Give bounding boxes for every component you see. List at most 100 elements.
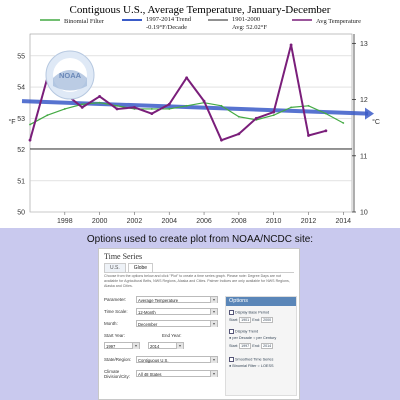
radio-icon[interactable]: ○ — [257, 364, 260, 368]
data-point-avg-temperature — [98, 95, 102, 98]
legend-trend-sub: -0.19°F/Decade — [146, 24, 187, 31]
data-point-binomial — [168, 108, 171, 110]
trend-line — [21, 99, 369, 116]
legend-label-avg: Avg Temperature — [316, 18, 361, 25]
trend-start-select[interactable]: 1997 — [239, 343, 252, 349]
data-point-binomial — [342, 122, 345, 124]
state-select[interactable]: Contiguous U.S. — [136, 356, 218, 363]
checkbox-checked-icon[interactable] — [229, 357, 234, 362]
data-point-binomial — [63, 108, 66, 110]
display-trend-label: Display Trend — [235, 329, 259, 334]
tab-divider — [104, 272, 294, 273]
x-tick-label: 1998 — [57, 218, 73, 225]
climate-value: All 48 States — [138, 372, 162, 377]
data-point-avg-temperature — [133, 105, 136, 109]
start-year-value: 1997 — [106, 344, 116, 349]
data-point-avg-temperature — [115, 107, 119, 111]
x-tick-label: 2002 — [127, 218, 143, 225]
options-section: Options used to create plot from NOAA/NC… — [0, 228, 400, 400]
chevron-down-icon — [210, 309, 217, 315]
checkbox-checked-icon[interactable] — [229, 310, 234, 315]
noaa-logo: NOAA — [45, 50, 95, 100]
data-point-avg-temperature — [185, 76, 189, 80]
per-century-label: per Century — [256, 336, 277, 340]
data-point-binomial — [150, 108, 153, 110]
trend-unit-row: ● per Decade ○ per Century — [229, 336, 276, 340]
end-year-label: End Year: — [162, 333, 182, 338]
data-point-binomial — [116, 104, 118, 107]
help-text: Choose from the options below and click … — [104, 274, 290, 288]
end-year-value: 2014 — [150, 344, 160, 349]
series-line-avg-temperature — [29, 43, 327, 142]
data-point-avg-temperature — [202, 99, 206, 103]
tab-us[interactable]: U.S. — [104, 263, 126, 272]
trend-arrowhead — [365, 107, 374, 120]
parameter-select[interactable]: Average Temperature — [136, 296, 218, 303]
state-row: State/Region: Contiguous U.S. — [104, 356, 221, 364]
options-box: Options Display Base Period Start: 1901 … — [225, 296, 297, 396]
radio-selected-icon[interactable]: ● — [229, 336, 232, 340]
climate-label: Climate Division/City: — [104, 369, 131, 379]
parameter-row: Parameter: Average Temperature — [104, 296, 221, 304]
x-tick-label: 2012 — [301, 218, 317, 225]
chart-area: Contiguous U.S., Average Temperature, Ja… — [8, 4, 380, 225]
year-label-row: Start Year: End Year: — [104, 332, 221, 340]
trend-end-select[interactable]: 2014 — [261, 343, 274, 349]
trend-start-label: Start: — [229, 344, 239, 348]
data-point-binomial — [81, 103, 84, 106]
x-tick-label: 2010 — [266, 218, 282, 225]
y-axis-label-left: °F — [8, 118, 15, 126]
data-point-binomial — [46, 114, 49, 117]
y-tick-label: 53 — [17, 116, 25, 123]
temperature-chart: Contiguous U.S., Average Temperature, Ja… — [8, 4, 380, 225]
month-select[interactable]: December — [136, 320, 218, 327]
smoothing-method-row: ● Binomial Filter ○ LOESS — [229, 364, 274, 368]
chevron-down-icon — [176, 343, 183, 349]
end-year-select[interactable]: 2014 — [148, 342, 184, 349]
binomial-label: Binomial Filter — [232, 364, 257, 368]
data-point-avg-temperature — [254, 116, 258, 120]
y-tick-label: 55 — [17, 53, 25, 60]
base-start-label: Start: — [229, 318, 239, 322]
parameter-value: Average Temperature — [138, 298, 179, 303]
base-start-select[interactable]: 1901 — [239, 317, 252, 323]
base-period-row: Start: 1901 End: 2000 — [229, 317, 274, 323]
loess-label: LOESS — [260, 364, 274, 368]
tab-globe[interactable]: Globe — [127, 263, 154, 272]
data-point-binomial — [98, 101, 101, 104]
parameter-label: Parameter: — [104, 297, 127, 302]
checkbox-checked-icon[interactable] — [229, 329, 234, 334]
noaa-logo-text: NOAA — [59, 71, 82, 80]
y-axis-label-right: °C — [372, 118, 380, 126]
legend-baseline-sub: Avg: 52.02°F — [232, 24, 267, 31]
timescale-select[interactable]: 12-Month — [136, 308, 218, 315]
display-base-option[interactable]: Display Base Period — [229, 310, 269, 315]
climate-row: Climate Division/City: All 48 States — [104, 368, 221, 382]
smoothed-option[interactable]: Smoothed Time Series — [229, 357, 273, 362]
timescale-value: 12-Month — [138, 310, 156, 315]
data-point-binomial — [185, 104, 188, 107]
data-point-avg-temperature — [237, 132, 241, 136]
month-label: Month: — [104, 321, 118, 326]
chevron-down-icon — [132, 343, 139, 349]
data-point-avg-temperature — [307, 134, 310, 137]
base-end-select[interactable]: 2000 — [261, 317, 274, 323]
display-trend-option[interactable]: Display Trend — [229, 329, 258, 334]
y-tick-label: 51 — [17, 178, 25, 185]
data-point-avg-temperature — [289, 43, 293, 47]
x-tick-label: 2000 — [92, 218, 108, 225]
start-year-select[interactable]: 1997 — [104, 342, 140, 349]
x-tick-label: 2008 — [231, 218, 247, 225]
options-title: Options — [226, 297, 296, 306]
radio-selected-icon[interactable]: ● — [229, 364, 232, 368]
chevron-down-icon — [210, 357, 217, 363]
noaa-logo-wave — [53, 70, 87, 91]
legend-label-baseline: 1901-2000 — [232, 16, 260, 23]
year-select-row: 1997 2014 — [104, 342, 221, 350]
x-tick-label: 2004 — [161, 218, 177, 225]
timescale-row: Time Scale: 12-Month — [104, 308, 221, 316]
radio-icon[interactable]: ○ — [253, 336, 256, 340]
climate-select[interactable]: All 48 States — [136, 370, 218, 377]
data-point-avg-temperature — [324, 129, 328, 133]
y-right-tick-label: 12 — [360, 97, 368, 104]
